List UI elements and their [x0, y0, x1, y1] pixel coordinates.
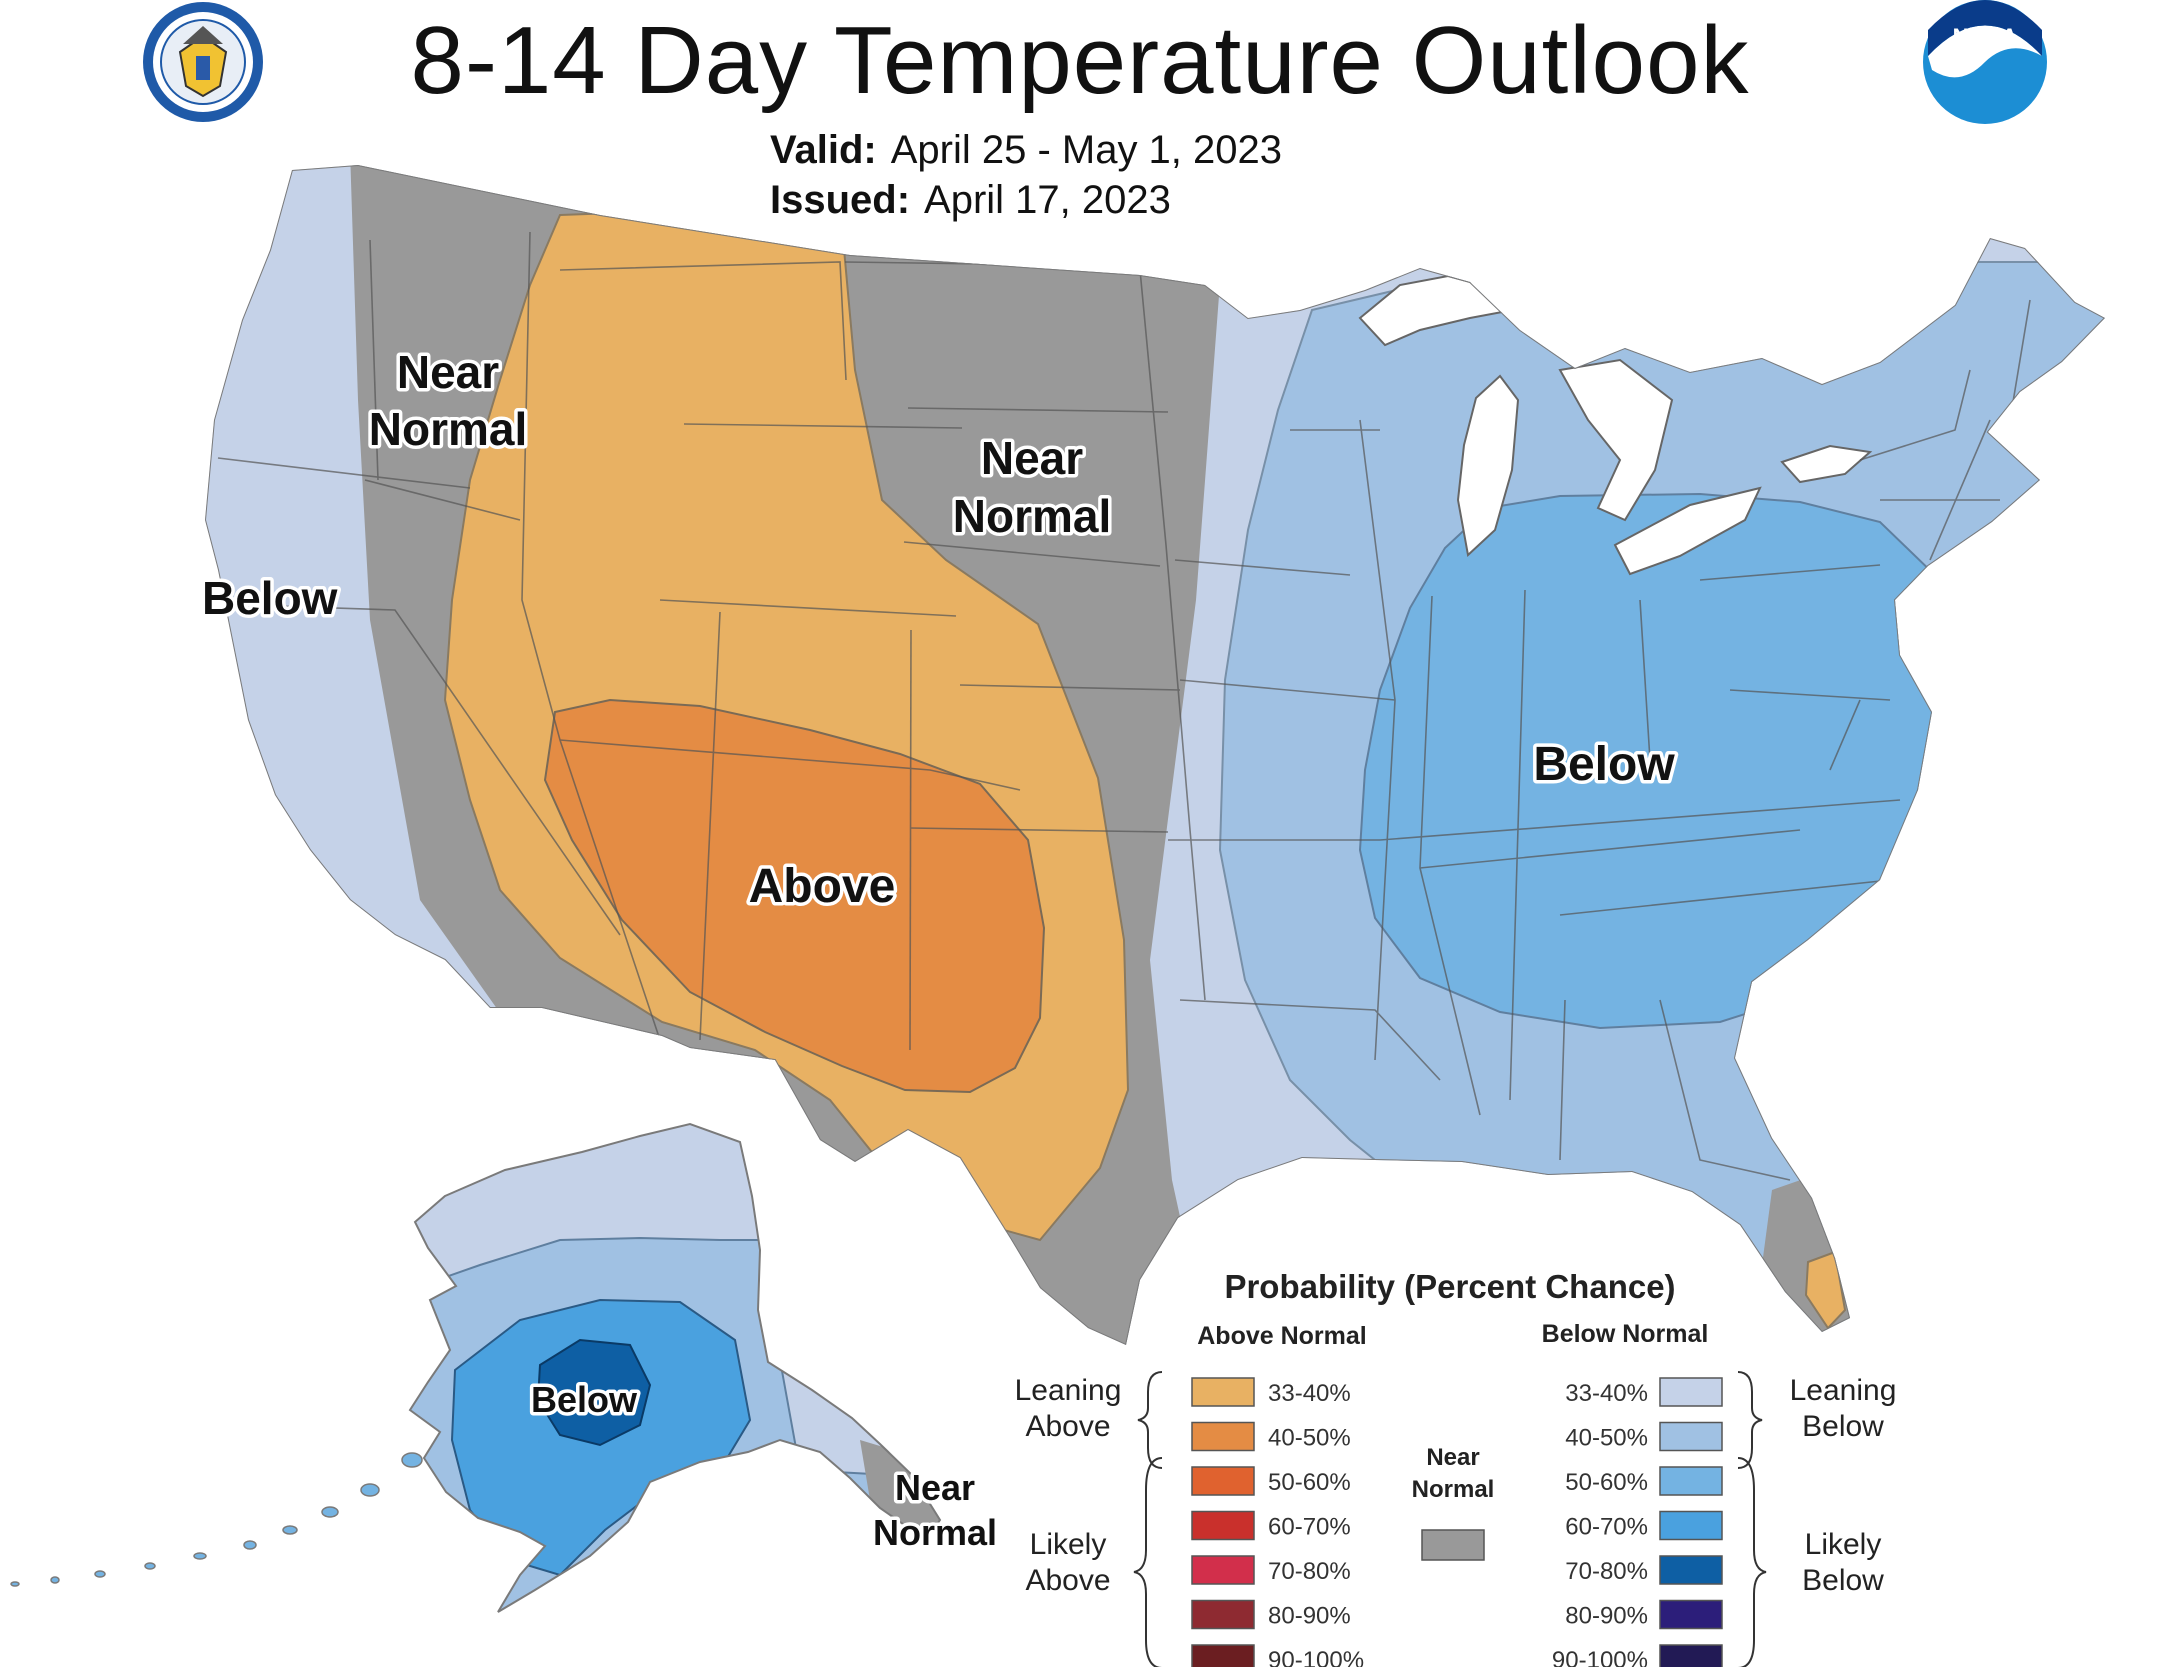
legend-below-header: Below Normal — [1542, 1320, 1709, 1348]
near-normal-swatch — [1421, 1529, 1485, 1561]
below-swatch-label-6: 90-100% — [1552, 1647, 1648, 1667]
probability-legend: Probability (Percent Chance) Above Norma… — [1015, 1268, 1897, 1667]
issued-line: Issued: April 17, 2023 — [770, 178, 1171, 223]
valid-line: Valid: April 25 - May 1, 2023 — [770, 128, 1282, 173]
legend-title: Probability (Percent Chance) — [1224, 1268, 1675, 1305]
above-swatch-label-6: 90-100% — [1268, 1647, 1364, 1667]
above-swatch-label-0: 33-40% — [1268, 1380, 1351, 1407]
state-boundaries — [217, 231, 2031, 1181]
below-swatch-2 — [1659, 1466, 1723, 1496]
label-east-below: Below — [1533, 738, 1675, 791]
above-swatch-label-5: 80-90% — [1268, 1603, 1351, 1630]
noaa-logo-text: NOAA — [1953, 24, 2018, 49]
near-normal-header-1: Near — [1426, 1444, 1479, 1471]
below-swatch-label-0: 33-40% — [1565, 1380, 1648, 1407]
alaska-near-normal-panhandle — [860, 1440, 940, 1560]
below-swatch-1 — [1659, 1421, 1723, 1452]
above-swatch-label-4: 70-80% — [1268, 1558, 1351, 1585]
below-swatch-label-3: 60-70% — [1565, 1514, 1648, 1541]
above-swatch-label-2: 50-60% — [1268, 1469, 1351, 1496]
below-swatch-0 — [1659, 1377, 1723, 1407]
likely-above-label-1: Likely — [1030, 1528, 1107, 1561]
leaning-below-label-1: Leaning — [1790, 1374, 1897, 1407]
great-lakes — [1358, 274, 1873, 576]
below-swatch-list: 33-40% 40-50% 50-60% 60-70% 70-80% 80-90% 90-1… — [1552, 1377, 1723, 1667]
likely-above-label-2: Above — [1025, 1564, 1110, 1597]
below-swatch-label-5: 80-90% — [1565, 1603, 1648, 1630]
page-title: 8-14 Day Temperature Outlook — [410, 7, 1750, 114]
leaning-below-label-2: Below — [1802, 1410, 1884, 1443]
label-plains-near-1: Near — [981, 432, 1083, 484]
legend-braces — [1133, 1371, 1767, 1667]
label-west-below: Below — [202, 572, 338, 624]
valid-value: April 25 - May 1, 2023 — [890, 128, 1283, 172]
label-west-near-2: Normal — [369, 403, 527, 455]
below-swatch-6 — [1659, 1644, 1723, 1667]
above-swatch-3 — [1191, 1510, 1255, 1541]
label-plains-near-2: Normal — [953, 490, 1111, 542]
above-swatch-0 — [1191, 1377, 1255, 1407]
florida-near-normal — [1760, 1175, 1860, 1340]
below-swatch-3 — [1659, 1510, 1723, 1541]
above-swatch-6 — [1191, 1644, 1255, 1667]
below-swatch-5 — [1659, 1599, 1723, 1630]
valid-label: Valid: — [770, 128, 877, 172]
likely-below-label-1: Likely — [1805, 1528, 1882, 1561]
label-alaska-below: Below — [531, 1379, 638, 1420]
leaning-above-label-1: Leaning — [1015, 1374, 1122, 1407]
label-alaska-near-1: Near — [895, 1467, 975, 1508]
legend-above-header: Above Normal — [1197, 1322, 1366, 1350]
above-swatch-list: 33-40% 40-50% 50-60% 60-70% 70-80% 80-90% 90-1… — [1191, 1377, 1364, 1667]
below-swatch-label-1: 40-50% — [1565, 1425, 1648, 1452]
label-alaska-near-2: Normal — [873, 1512, 997, 1553]
above-swatch-5 — [1191, 1599, 1255, 1630]
above-swatch-4 — [1191, 1555, 1255, 1585]
above-40-50-region — [543, 698, 1046, 1094]
likely-below-label-2: Below — [1802, 1564, 1884, 1597]
below-swatch-4 — [1659, 1555, 1723, 1585]
label-southwest-above: Above — [749, 860, 896, 913]
florida-above-leaning — [1804, 1250, 1847, 1330]
below-swatch-label-4: 70-80% — [1565, 1558, 1648, 1585]
noaa-logo: NOAA — [1923, 0, 2047, 124]
above-swatch-2 — [1191, 1466, 1255, 1496]
alaska-below-70-80 — [536, 1338, 652, 1447]
below-swatch-label-2: 50-60% — [1565, 1469, 1648, 1496]
label-west-near-1: Near — [397, 346, 499, 398]
conus-map — [205, 165, 2105, 1345]
issued-label: Issued: — [770, 178, 911, 222]
above-swatch-1 — [1191, 1421, 1255, 1452]
issued-value: April 17, 2023 — [924, 178, 1171, 222]
above-swatch-label-3: 60-70% — [1268, 1514, 1351, 1541]
commerce-seal-logo — [143, 2, 263, 122]
above-swatch-label-1: 40-50% — [1268, 1425, 1351, 1452]
aleutian-islands — [10, 1452, 423, 1587]
below-50-60-region — [1358, 492, 1962, 1030]
near-normal-header-2: Normal — [1412, 1476, 1495, 1503]
leaning-above-label-2: Above — [1025, 1410, 1110, 1443]
